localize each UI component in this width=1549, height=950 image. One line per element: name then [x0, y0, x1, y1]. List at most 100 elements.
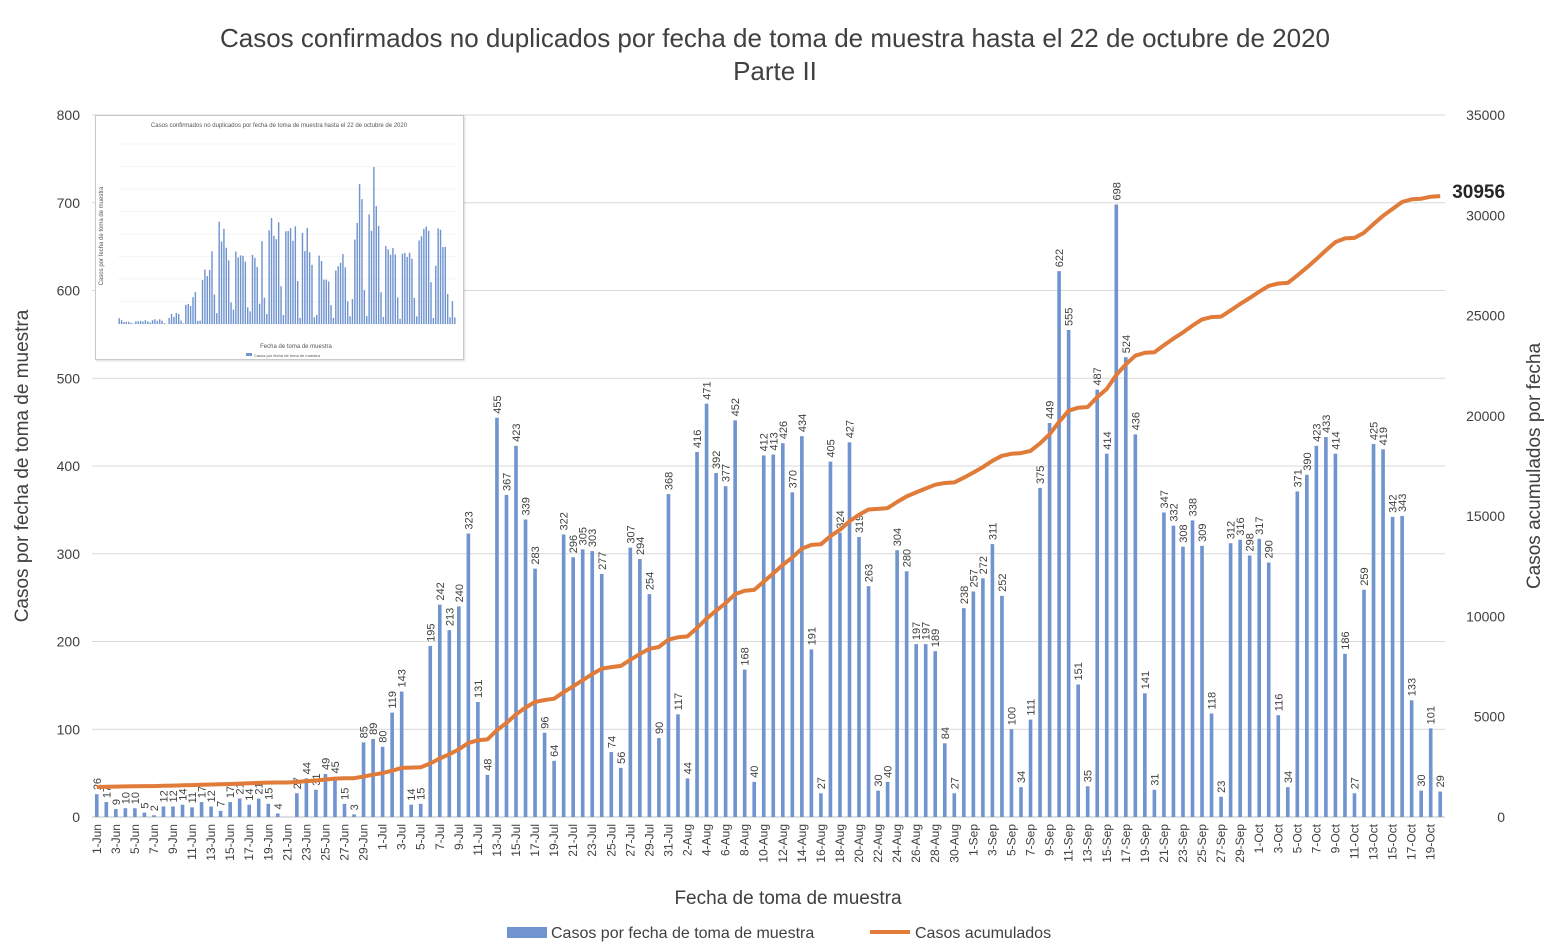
bar-data-label: 11 — [187, 792, 199, 803]
y2-tick-label: 10000 — [1466, 608, 1505, 624]
bar — [295, 793, 299, 817]
bar-data-label: 342 — [1388, 495, 1400, 513]
bar — [447, 630, 452, 817]
bar-data-label: 27 — [1349, 777, 1361, 789]
x-tick-label: 25-Jul — [604, 824, 618, 857]
inset-bar — [439, 229, 442, 324]
inset-x-label: Fecha de toma de muestra — [260, 344, 332, 350]
inset-bar — [380, 292, 382, 324]
inset-bar — [420, 236, 423, 324]
bar-data-label: 419 — [1378, 427, 1390, 445]
bar-data-label: 117 — [673, 693, 685, 711]
bar — [1085, 786, 1090, 817]
x-tick-label: 4-Aug — [700, 824, 714, 856]
bar — [1000, 595, 1004, 817]
bar-data-label: 17 — [101, 786, 113, 798]
chart-title: Casos confirmados no duplicados por fech… — [220, 23, 1330, 53]
bar — [1162, 512, 1166, 817]
left-axis-ticks: 0 100 200 300 400 500 600 700 800 — [57, 107, 81, 825]
bar-data-label: 10 — [130, 792, 142, 804]
bar-data-label: 240 — [454, 584, 466, 602]
inset-bar — [404, 252, 406, 324]
bar — [1400, 516, 1404, 817]
bar — [1152, 789, 1157, 817]
x-tick-label: 7-Sep — [1024, 824, 1038, 856]
x-tick-label: 17-Sep — [1119, 824, 1133, 863]
inset-bar — [299, 317, 301, 324]
inset-bar — [437, 228, 439, 324]
x-tick-label: 3-Oct — [1271, 823, 1285, 853]
bar-data-label: 294 — [635, 537, 647, 555]
bar-data-label: 30 — [873, 774, 885, 786]
inset-bars — [118, 166, 456, 324]
inset-bar — [127, 321, 130, 324]
bar — [180, 804, 185, 817]
inset-bar — [308, 252, 311, 324]
inset-bar — [261, 241, 263, 324]
x-tick-label: 20-Aug — [852, 824, 866, 863]
inset-bar — [197, 320, 199, 324]
inset-bar — [273, 235, 275, 324]
bar-data-label: 452 — [730, 398, 742, 416]
bar-data-label: 151 — [1073, 662, 1085, 680]
x-tick-label: 5-Jul — [414, 824, 428, 850]
bar-data-label: 29 — [1435, 775, 1447, 787]
inset-bar — [266, 314, 268, 324]
bar — [828, 461, 833, 817]
inset-bar — [120, 320, 123, 324]
x-tick-label: 12-Aug — [776, 824, 790, 863]
bar-data-label: 14 — [178, 788, 190, 800]
bar — [352, 814, 356, 817]
inset-bar — [282, 315, 285, 324]
x-tick-label: 13-Oct — [1367, 823, 1381, 860]
bar-data-label: 323 — [463, 511, 475, 529]
inset-bar — [208, 270, 211, 324]
bar — [1333, 453, 1338, 817]
bar-data-label: 449 — [1045, 401, 1057, 419]
bar — [885, 781, 890, 817]
inset-bar — [168, 317, 170, 324]
bar-data-label: 90 — [654, 722, 666, 734]
bar — [561, 534, 566, 817]
bar — [923, 644, 928, 817]
legend: Casos por fecha de toma de muestra Casos… — [507, 925, 1051, 942]
inset-bar — [230, 302, 232, 324]
inset-bar — [177, 313, 180, 324]
bar — [599, 573, 604, 817]
inset-bar — [251, 254, 254, 324]
inset-bar — [344, 267, 347, 324]
inset-bar — [294, 226, 297, 324]
inset-bar — [373, 166, 375, 324]
x-tick-label: 27-Sep — [1214, 824, 1228, 863]
inset-bar — [342, 254, 344, 324]
bar — [990, 544, 995, 817]
inset-bar — [377, 225, 380, 324]
bar — [942, 743, 947, 817]
bar — [1247, 555, 1252, 817]
bar-data-label: 413 — [768, 432, 780, 450]
inset-bar — [277, 222, 280, 324]
inset-bar — [130, 322, 132, 324]
x-tick-label: 22-Aug — [871, 824, 885, 863]
inset-bar — [220, 241, 223, 324]
bar — [981, 578, 985, 817]
bar — [1390, 516, 1395, 817]
bar — [1209, 713, 1214, 817]
bar — [914, 644, 918, 817]
inset-bar — [335, 270, 337, 324]
inset-bar — [427, 230, 430, 324]
bar-data-label: 27 — [949, 777, 961, 789]
y-tick-label: 700 — [57, 195, 81, 211]
x-tick-label: 7-Jun — [147, 824, 161, 854]
inset-bar — [392, 247, 394, 324]
inset-bar — [396, 297, 399, 324]
bar-data-label: 296 — [568, 535, 580, 553]
bar — [714, 473, 718, 817]
y-tick-label: 600 — [57, 283, 81, 299]
inset-bar — [296, 281, 299, 324]
bar-data-label: 280 — [902, 549, 914, 567]
bar — [247, 804, 252, 817]
y-tick-label: 0 — [72, 809, 80, 825]
bar-data-label: 312 — [1226, 521, 1238, 539]
bar — [752, 781, 757, 817]
